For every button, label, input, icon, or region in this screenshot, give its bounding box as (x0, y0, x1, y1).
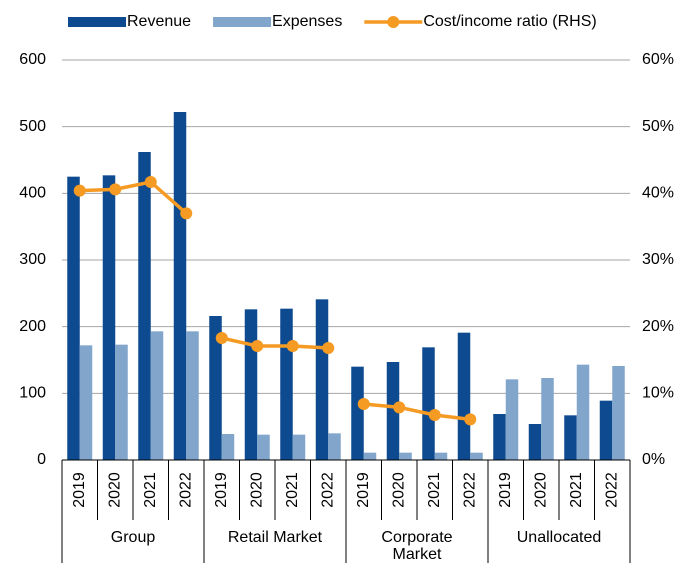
group-label: Group (110, 529, 156, 546)
ratio-point (428, 409, 441, 421)
y2-tick-label: 20% (642, 318, 674, 335)
x-tick-label: 2021 (568, 472, 585, 508)
y-tick-label: 400 (19, 185, 46, 202)
x-tick-label: 2021 (284, 472, 301, 508)
bar (505, 379, 519, 460)
ratio-line (363, 402, 471, 422)
x-tick-label: 2020 (532, 472, 549, 508)
bar (434, 452, 448, 460)
x-tick-label: 2019 (213, 472, 230, 508)
y-tick-label: 100 (19, 385, 46, 402)
ratio-point (393, 401, 406, 414)
ratio-point (144, 176, 157, 188)
bar (186, 331, 199, 460)
legend-label: Cost/income ratio (RHS) (423, 13, 596, 30)
ratio-point (286, 340, 299, 352)
bar (115, 344, 128, 460)
legend-label: Expenses (272, 13, 342, 30)
y2-tick-label: 50% (642, 118, 674, 135)
y-tick-label: 0 (37, 451, 46, 468)
x-tick-label: 2021 (426, 472, 443, 508)
y-tick-label: 600 (19, 51, 46, 68)
ratio-line (79, 180, 188, 215)
bar (422, 347, 435, 460)
bar (244, 309, 258, 460)
y2-tick-label: 10% (642, 385, 674, 402)
bar (386, 362, 400, 460)
ratio-point (251, 340, 264, 352)
ratio-point (322, 342, 335, 354)
y2-tick-label: 0% (642, 451, 665, 468)
bar (528, 424, 542, 460)
group-label: Retail Market (227, 529, 323, 546)
legend-swatch (213, 17, 272, 27)
bar (209, 316, 222, 460)
bar (470, 452, 483, 460)
bar (612, 366, 625, 460)
bar (292, 434, 306, 460)
bar (150, 331, 164, 460)
x-tick-label: 2019 (355, 472, 372, 508)
x-tick-label: 2020 (106, 472, 123, 508)
bar (315, 299, 329, 460)
bar (576, 364, 590, 460)
bar (564, 415, 577, 460)
bar (280, 308, 293, 460)
bar (221, 434, 235, 460)
x-tick-label: 2019 (71, 472, 88, 508)
bar (493, 414, 506, 460)
x-tick-label: 2022 (603, 472, 620, 508)
x-tick-label: 2022 (177, 472, 194, 508)
ratio-point (109, 183, 122, 196)
ratio-point (180, 207, 193, 220)
bar (67, 176, 80, 460)
bar (457, 332, 471, 460)
bar (351, 366, 364, 460)
legend-swatch (387, 16, 400, 28)
bar (399, 452, 412, 460)
bar (363, 452, 377, 460)
x-tick-label: 2022 (319, 472, 336, 508)
bar (173, 112, 187, 460)
bar (257, 434, 270, 460)
bar (138, 152, 151, 460)
ratio-line (221, 336, 329, 350)
y2-tick-label: 30% (642, 251, 674, 268)
y-tick-label: 500 (19, 118, 46, 135)
x-tick-label: 2020 (248, 472, 265, 508)
legend-swatch (68, 17, 126, 27)
ratio-point (357, 398, 370, 410)
bar (541, 378, 554, 460)
x-tick-label: 2019 (497, 472, 514, 508)
x-tick-label: 2022 (461, 472, 478, 508)
y-tick-label: 200 (19, 318, 46, 335)
ratio-point (73, 184, 86, 197)
legend-label: Revenue (127, 13, 191, 30)
ratio-point (215, 332, 228, 344)
bar (79, 345, 93, 460)
group-label: Unallocated (516, 529, 602, 546)
x-tick-label: 2021 (142, 472, 159, 508)
bar (599, 400, 613, 460)
y2-tick-label: 40% (642, 185, 674, 202)
bar (102, 175, 116, 461)
bar (328, 433, 341, 460)
x-tick-label: 2020 (390, 472, 407, 508)
ratio-point (464, 413, 477, 426)
y-tick-label: 300 (19, 251, 46, 268)
y2-tick-label: 60% (642, 51, 674, 68)
group-label: Corporate Market (381, 529, 453, 563)
